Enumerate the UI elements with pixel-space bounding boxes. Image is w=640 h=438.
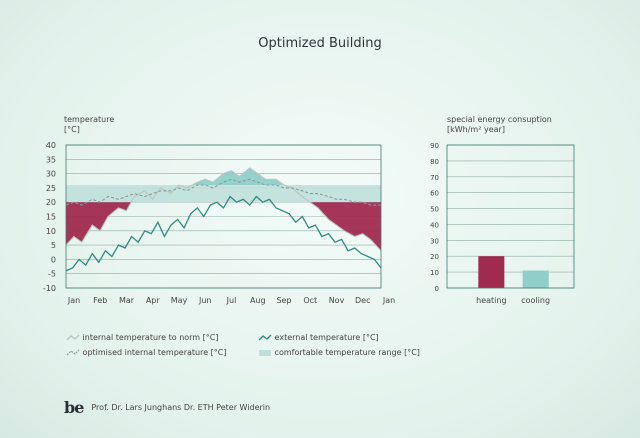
legend-item-comfort-range: comfortable temperature range [°C] xyxy=(258,348,420,357)
temp-ytick-label: 0 xyxy=(51,255,56,264)
temp-ytick-label: -5 xyxy=(48,270,56,279)
temperature-axis-label: temperature xyxy=(64,115,115,124)
heating-demand-area xyxy=(66,202,132,246)
legend-label-external: external temperature [°C] xyxy=(274,333,379,342)
temp-ytick-label: 30 xyxy=(46,170,56,179)
temp-xtick-label: Jan xyxy=(382,296,395,305)
temp-plot-frame xyxy=(65,144,382,289)
legend-item-internal-norm: internal temperature to norm [°C] xyxy=(66,333,218,342)
footer: be Prof. Dr. Lars Junghans Dr. ETH Peter… xyxy=(64,398,270,417)
temp-series-line-2 xyxy=(65,195,382,272)
temp-xtick-label: Apr xyxy=(146,296,161,305)
temp-xtick-label: Feb xyxy=(93,296,107,305)
temp-ytick-label: 15 xyxy=(46,213,56,222)
legend-label-comfort-range: comfortable temperature range [°C] xyxy=(274,348,420,357)
energy-ytick-label: 50 xyxy=(430,206,439,214)
temp-series-line-0 xyxy=(65,167,382,252)
temp-ytick-label: -10 xyxy=(43,284,56,293)
cooling-demand-area xyxy=(192,167,284,186)
legend-label-internal-norm: internal temperature to norm [°C] xyxy=(82,333,219,342)
energy-axis-label: special energy consuption xyxy=(447,115,552,124)
energy-ytick-label: 90 xyxy=(430,142,439,150)
chart-title: Optimized Building xyxy=(258,36,382,51)
temperature-axis-unit: [°C] xyxy=(64,125,80,134)
temp-xtick-label: Jul xyxy=(226,296,237,305)
temp-ytick-label: 35 xyxy=(46,155,56,164)
energy-xtick-label: cooling xyxy=(521,296,550,305)
temp-series-line-1 xyxy=(65,178,381,206)
temp-xtick-label: Jan xyxy=(67,296,80,305)
temp-xtick-label: Oct xyxy=(303,296,317,305)
energy-ytick-label: 70 xyxy=(430,174,439,182)
energy-axis-caption: special energy consuption [kWh/m² year] xyxy=(447,115,552,135)
energy-ytick-label: 30 xyxy=(430,237,439,245)
temp-xtick-label: Nov xyxy=(329,296,345,305)
temp-ytick-label: 40 xyxy=(46,141,56,150)
temp-xtick-label: Jun xyxy=(198,296,212,305)
legend-item-external: external temperature [°C] xyxy=(258,333,379,342)
energy-ytick-label: 0 xyxy=(435,285,439,293)
temperature-axis-caption: temperature [°C] xyxy=(64,115,114,135)
be-logo: be xyxy=(64,398,84,417)
legend-label-optimised-internal: optimised internal temperature [°C] xyxy=(82,348,227,357)
energy-ytick-label: 20 xyxy=(430,253,439,261)
temp-xtick-label: Aug xyxy=(250,296,266,305)
temp-ytick-label: 5 xyxy=(51,241,56,250)
energy-ytick-label: 60 xyxy=(430,190,439,198)
energy-plot-frame xyxy=(446,144,575,289)
temp-xtick-label: Dec xyxy=(355,296,370,305)
energy-xtick-label: heating xyxy=(476,296,506,305)
energy-ytick-label: 10 xyxy=(430,269,439,277)
energy-axis-unit: [kWh/m² year] xyxy=(447,125,505,134)
temp-xtick-label: Mar xyxy=(119,296,135,305)
temp-ytick-label: 25 xyxy=(46,184,56,193)
energy-bar-heating xyxy=(478,256,505,288)
temp-ytick-label: 20 xyxy=(46,198,56,207)
temp-xtick-label: May xyxy=(171,296,188,305)
energy-ytick-label: 80 xyxy=(430,158,439,166)
temp-ytick-label: 10 xyxy=(46,227,56,236)
energy-bar-cooling xyxy=(522,270,549,288)
footer-credits: Prof. Dr. Lars Junghans Dr. ETH Peter Wi… xyxy=(91,403,271,412)
heating-demand-area xyxy=(310,202,381,251)
comfort-range-band xyxy=(66,185,381,203)
temp-xtick-label: Sep xyxy=(276,296,291,305)
energy-ytick-label: 40 xyxy=(430,221,439,229)
legend-item-optimised-internal: optimised internal temperature [°C] xyxy=(66,348,227,357)
